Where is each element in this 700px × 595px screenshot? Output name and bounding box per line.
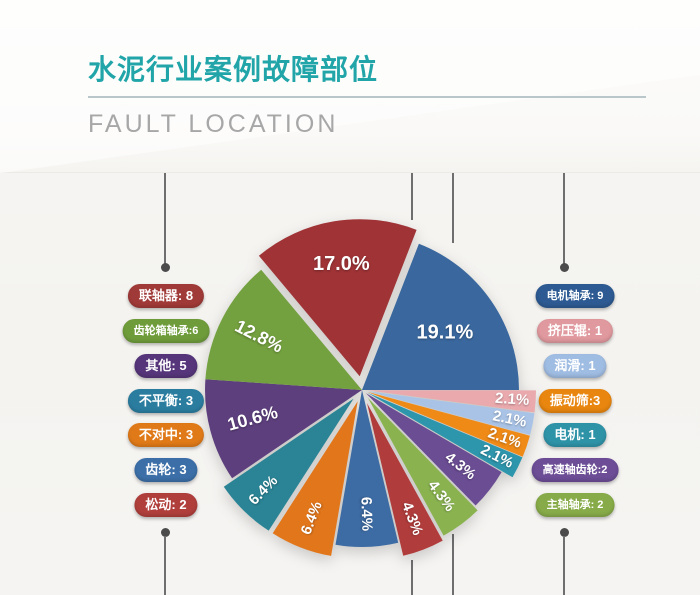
pie-slice-电机轴承 [362,243,519,390]
pie-percentage-label: 19.1% [417,322,474,344]
legend-pill: 不平衡: 3 [127,388,205,413]
decor-line [164,536,166,595]
legend-pill: 高速轴齿轮:2 [531,458,619,483]
legend-pill: 电机: 1 [543,423,607,448]
pie-slice-不对中 [272,401,358,556]
legend-pill: 振动筛:3 [538,388,612,413]
legend-pill: 电机轴承: 9 [535,284,615,308]
pie-slice-不平衡 [223,398,354,531]
header-background [0,0,700,182]
pie-percentage-label: 2.1% [495,390,530,409]
pie-percentage-label: 6.4% [357,497,375,532]
pie-slice-其他 [205,379,362,479]
pie-slice-齿轮箱轴承 [205,269,362,390]
page-title: 水泥行业案例故障部位 [88,54,379,85]
decor-line [411,560,413,595]
pie-slice-电机 [367,392,523,478]
decor-line [452,534,454,595]
decor-line [452,173,454,243]
decor-dot [560,263,569,272]
pie-slice-松动 [367,403,443,556]
legend-pill: 齿轮箱轴承:6 [122,318,210,343]
decor-dot [161,528,170,537]
decor-line [563,173,565,265]
legend-pill: 联轴器: 8 [127,284,205,308]
decor-dot [161,263,170,272]
pie-slice-主轴轴承 [368,398,478,536]
legend-pill: 不对中: 3 [127,423,205,448]
pie-slice-联轴器 [258,219,417,377]
pie-slice-高速轴齿轮 [365,393,502,506]
legend-pill: 齿轮: 3 [134,458,198,483]
page-subtitle: FAULT LOCATION [88,110,339,138]
title-divider [88,96,646,98]
decor-line [411,173,413,220]
legend-pill: 挤压辊: 1 [536,318,614,343]
legend-pill: 主轴轴承: 2 [535,493,615,518]
pie-slice-振动筛 [367,391,530,457]
pie-slice-润滑 [367,391,535,435]
legend-pill: 其他: 5 [134,353,198,378]
decor-dot [560,528,569,537]
pie-slice-齿轮 [335,390,399,547]
legend-pill: 润滑: 1 [543,353,607,378]
pie-slice-挤压辊 [368,390,536,413]
legend-pill: 松动: 2 [134,493,198,518]
decor-line [164,173,166,265]
decor-line [563,536,565,595]
pie-percentage-label: 2.1% [491,407,528,430]
pie-percentage-label: 17.0% [313,253,370,275]
